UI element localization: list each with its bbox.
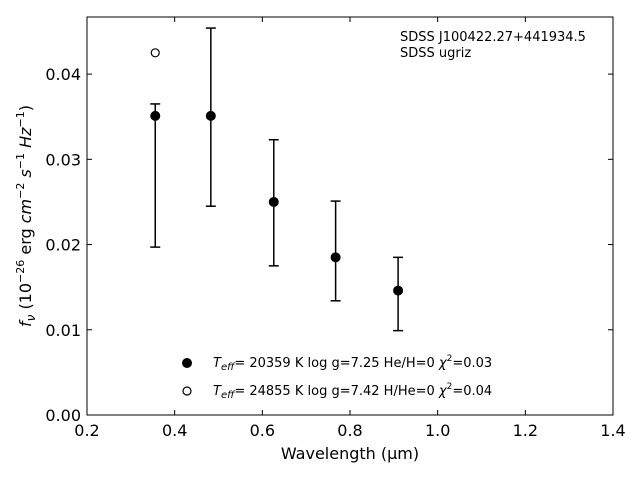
data-point-open [150, 48, 160, 58]
data-point-filled [393, 285, 404, 296]
ylabel-text: erg [16, 223, 35, 259]
legend-teff: T [213, 384, 222, 399]
legend-chi-value: =0.04 [452, 384, 492, 399]
data-point-filled [268, 196, 279, 207]
y-tick-label: 0.04 [45, 65, 81, 84]
x-axis-label: Wavelength (μm) [281, 444, 419, 463]
legend-teff-sub: eff [221, 362, 236, 373]
legend: Teff= 20359 K log g=7.25 He/H=0 χ2=0.03T… [182, 354, 492, 401]
ylabel-f: f [16, 319, 35, 327]
ylabel-text: ) [16, 105, 35, 111]
ylabel-s: s [16, 169, 35, 177]
y-tick-label: 0.03 [45, 150, 81, 169]
data-point-filled [205, 110, 216, 121]
legend-chi-sup: 2 [447, 354, 453, 364]
x-tick-label: 1.0 [425, 421, 450, 440]
data-marks [150, 27, 404, 332]
ylabel-cm: cm [16, 199, 35, 223]
legend-params: = 24855 K log g=7.42 H/He=0 [234, 384, 439, 399]
ylabel-exp: −26 [14, 260, 27, 283]
legend-chi-value: =0.03 [452, 356, 492, 371]
data-point-filled [150, 110, 161, 121]
annotation-photometry: SDSS ugriz [400, 46, 471, 61]
x-tick-label: 0.4 [162, 421, 187, 440]
x-tick-label: 0.8 [337, 421, 362, 440]
x-tick-label: 1.4 [600, 421, 625, 440]
x-tick-label: 0.2 [74, 421, 99, 440]
legend-chi: χ [438, 356, 448, 371]
y-tick-label: 0.01 [45, 321, 81, 340]
x-tick-label: 0.6 [250, 421, 275, 440]
legend-teff-sub: eff [221, 390, 236, 401]
ylabel-hz: Hz [16, 127, 35, 148]
legend-chi-sup: 2 [447, 382, 453, 392]
legend-chi: χ [438, 384, 448, 399]
legend-teff: T [213, 356, 222, 371]
ylabel-text: (10 [16, 283, 35, 315]
y-axis-label: fν (10−26 erg cm−2 s−1 Hz−1) [14, 105, 38, 327]
ylabel-exp: −2 [14, 183, 27, 199]
ylabel-nu: ν [24, 314, 38, 321]
legend-entry: Teff= 24855 K log g=7.42 H/He=0 χ2=0.04 [213, 382, 492, 401]
ylabel-exp: −1 [14, 153, 27, 169]
data-point-filled [330, 252, 341, 263]
legend-entry: Teff= 20359 K log g=7.25 He/H=0 χ2=0.03 [213, 354, 492, 373]
y-tick-label: 0.02 [45, 236, 81, 255]
legend-marker-filled [182, 358, 192, 368]
legend-marker-open [182, 386, 192, 396]
axis-ticks [86, 17, 614, 416]
legend-params: = 20359 K log g=7.25 He/H=0 [234, 356, 439, 371]
annotation-object-name: SDSS J100422.27+441934.5 [400, 30, 586, 45]
x-tick-label: 1.2 [513, 421, 538, 440]
ylabel-exp: −1 [14, 111, 27, 127]
tick-labels: 0.2 0.4 0.6 0.8 1.0 1.2 1.4 0.00 0.01 0.02 0.03 0.0… [45, 65, 625, 440]
y-tick-label: 0.00 [45, 406, 81, 425]
